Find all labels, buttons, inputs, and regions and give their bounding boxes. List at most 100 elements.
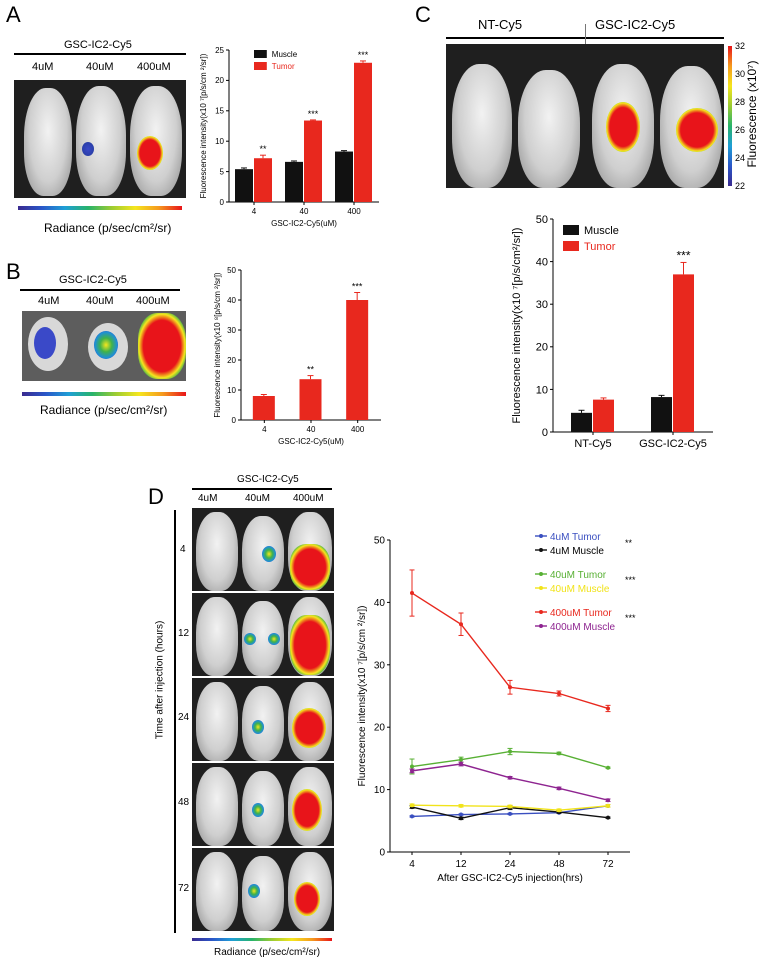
panel-d-image-24h (192, 678, 334, 761)
y-tick-label: 10 (227, 386, 236, 395)
legend-marker (539, 624, 543, 628)
panel-c-fluor-tick-32: 32 (735, 41, 746, 51)
y-tick-label: 30 (374, 660, 386, 671)
x-tick-label: NT-Cy5 (574, 438, 611, 450)
panel-b-signal-high (138, 313, 186, 379)
panel-a-imaging-photo (14, 80, 186, 198)
panel-c-mouse-2 (518, 70, 580, 188)
panel-a-probe-title: GSC-IC2-Cy5 (64, 39, 132, 51)
y-tick-label: 10 (374, 785, 386, 796)
panel-c-fluor-label: Fluorescence (x10⁷) (745, 60, 759, 168)
chart-b: 0 10 20 30 40 50 4 40 ** 400 *** GSC-IC2-Cy5(uM) Flu… (213, 266, 381, 446)
bar-tumor (593, 399, 614, 432)
data-point (459, 757, 463, 762)
data-point (606, 803, 610, 808)
y-axis-label: Fluorescence intensity(x10 ⁷[p/s/cm²/sr]… (511, 228, 523, 424)
data-point (410, 803, 414, 808)
x-tick-label: 40 (307, 425, 316, 434)
x-tick-label: 4 (252, 207, 257, 216)
panel-b-dose-3: 400uM (136, 295, 170, 307)
panel-a-mouse-1 (24, 88, 72, 196)
bar-muscle (335, 151, 353, 202)
data-point (508, 811, 512, 816)
y-tick-label: 50 (227, 266, 236, 275)
x-tick-label: GSC-IC2-Cy5 (639, 438, 707, 450)
y-axis-label: Fluorescence intensity(x10 ⁸[p/s/cm ²/sr… (213, 272, 222, 418)
legend-label: 4uM Tumor (550, 532, 601, 543)
bar-muscle (285, 161, 303, 202)
x-tick-label: 12 (455, 859, 467, 870)
data-point (557, 691, 561, 696)
x-tick-label: 24 (504, 859, 516, 870)
legend-marker (539, 586, 543, 590)
data-point (557, 751, 561, 756)
y-tick-label: 20 (536, 342, 548, 354)
panel-c-signal-1 (606, 102, 640, 152)
significance-mark: ** (625, 538, 633, 548)
panel-b-signal-mid (94, 331, 118, 359)
x-tick-label: 40 (300, 207, 309, 216)
bar-muscle (651, 397, 672, 432)
data-point (459, 816, 463, 821)
panel-c-label: C (415, 2, 431, 27)
data-point (508, 804, 512, 809)
panel-d-mouse (196, 682, 238, 761)
panel-c-fluor-tick-24: 24 (735, 153, 746, 163)
legend-label: 400uM Muscle (550, 622, 615, 633)
data-point (459, 622, 463, 627)
data-point (459, 762, 463, 767)
panel-d-mouse (196, 512, 238, 591)
panel-c-imaging-photo (446, 44, 724, 188)
legend-label: 40uM Tumor (550, 570, 607, 581)
y-tick-label: 0 (379, 848, 385, 859)
y-tick-label: 20 (374, 723, 386, 734)
legend-label: 400uM Tumor (550, 608, 612, 619)
panel-d-signal (262, 546, 276, 562)
bar-muscle (235, 169, 253, 202)
panel-d-signal (290, 615, 330, 675)
panel-d-dose-2: 40uM (245, 493, 271, 504)
significance-mark: *** (625, 575, 636, 585)
data-point (508, 775, 512, 780)
bar-tumor (304, 120, 322, 202)
significance-mark: ** (259, 144, 267, 154)
panel-b-label: B (6, 259, 21, 284)
panel-c-fluor-tick-22: 22 (735, 181, 746, 191)
panel-d-mouse (196, 597, 238, 676)
significance-mark: *** (358, 50, 369, 60)
data-point (557, 808, 561, 813)
panel-d-signal (252, 720, 264, 734)
data-point (606, 815, 610, 820)
panel-b-radiance-label: Radiance (p/sec/cm²/sr) (40, 403, 168, 417)
x-tick-label: 48 (553, 859, 565, 870)
data-point (606, 798, 610, 803)
data-point (606, 765, 610, 770)
y-tick-label: 0 (220, 198, 225, 207)
panel-d-time-48: 48 (178, 797, 190, 808)
x-tick-label: 4 (409, 859, 415, 870)
panel-a-mouse-2 (76, 86, 126, 196)
x-tick-label: 400 (347, 207, 361, 216)
legend-swatch (254, 50, 267, 58)
y-tick-label: 20 (215, 76, 224, 85)
panel-d-signal (268, 633, 280, 645)
panel-c-fluor-colorbar (728, 46, 732, 186)
legend-label: Muscle (584, 225, 619, 237)
legend-label: Tumor (584, 241, 616, 253)
bar-tumor (673, 274, 694, 432)
panel-b-signal-low (34, 327, 56, 359)
panel-a-radiance-colorbar (18, 206, 182, 210)
y-tick-label: 30 (536, 299, 548, 311)
panel-c-header-1: NT-Cy5 (478, 17, 523, 32)
legend-swatch (563, 225, 579, 235)
panel-d-signal (252, 803, 264, 817)
y-tick-label: 25 (215, 46, 224, 55)
panel-d-label: D (148, 484, 164, 509)
panel-d-time-4: 4 (180, 544, 186, 555)
legend-label: 40uM Muscle (550, 584, 610, 595)
panel-d-signal (248, 884, 260, 898)
chart-c: 0 10 20 30 40 50 NT-Cy5 GSC-IC2-Cy5 *** Fluoresce… (511, 214, 713, 450)
data-point (606, 706, 610, 711)
panel-b-dose-2: 40uM (86, 295, 114, 307)
significance-mark: *** (676, 248, 690, 262)
